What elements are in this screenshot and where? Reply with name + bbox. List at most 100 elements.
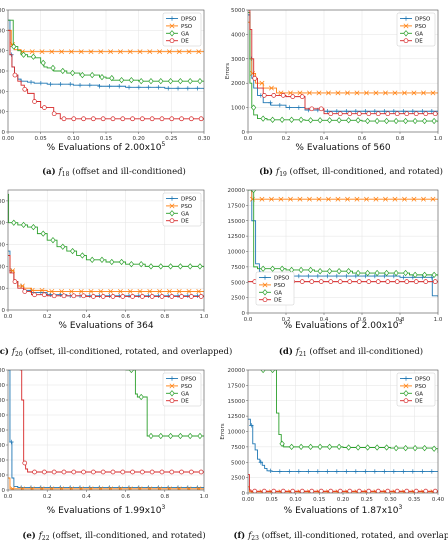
series-marker-dpso — [391, 109, 397, 114]
series-marker-pso — [108, 289, 114, 294]
series-marker-de — [299, 94, 305, 99]
legend-marker-pso — [403, 23, 409, 29]
series-marker-dpso — [420, 469, 425, 474]
x-tick-label: 0.15 — [100, 136, 113, 142]
series-marker-pso — [127, 486, 133, 490]
series-marker-ga — [197, 78, 203, 85]
y-tick-label: 0 — [242, 311, 246, 317]
series-marker-de — [432, 488, 438, 493]
series-marker-de — [261, 93, 267, 98]
series-marker-pso — [39, 49, 45, 55]
series-marker-ga — [109, 258, 115, 266]
series-marker-ga — [260, 115, 266, 122]
series-marker-pso — [127, 49, 133, 55]
series-marker-de — [385, 279, 391, 284]
series-marker-dpso — [363, 469, 368, 474]
series-marker-ga — [307, 117, 314, 124]
legend-label-dpso: DPSO — [274, 276, 290, 282]
series-marker-de — [61, 116, 67, 122]
series-marker-ga — [138, 261, 144, 268]
x-tick-label: 0.00 — [2, 136, 15, 142]
legend-marker-ga — [169, 210, 175, 217]
series-marker-ga — [345, 268, 352, 275]
series-marker-ga — [326, 268, 333, 275]
x-tick-label: 0.4 — [82, 494, 91, 500]
legend-marker-dpso — [403, 376, 409, 381]
x-tick-label: 0.8 — [160, 314, 169, 320]
series-marker-pso — [176, 289, 182, 294]
series-marker-pso — [364, 196, 369, 202]
series-marker-pso — [98, 289, 104, 294]
y-tick-label: 20000 — [228, 368, 246, 374]
series-line-dpso — [8, 370, 204, 489]
series-marker-de — [140, 469, 145, 475]
series-marker-de — [347, 279, 353, 284]
series-marker-dpso — [391, 273, 397, 279]
y-axis-label: Errors — [225, 63, 231, 79]
series-marker-dpso — [382, 109, 387, 114]
y-tick-label: 5000 — [231, 8, 245, 14]
legend-marker-pso — [403, 383, 409, 389]
legend-marker-de — [403, 38, 409, 44]
x-tick-label: 0.05 — [35, 136, 48, 142]
y-tick-label: 3000 — [231, 57, 245, 63]
x-tick-label: 0.2 — [43, 494, 52, 500]
y-tick-label: 5000 — [231, 280, 245, 286]
series-marker-dpso — [382, 469, 387, 474]
series-marker-de — [252, 488, 258, 493]
series-marker-ga — [421, 444, 428, 452]
series-marker-dpso — [136, 85, 142, 90]
series-marker-ga — [355, 269, 361, 277]
series-marker-de — [318, 279, 324, 284]
series-marker-ga — [374, 269, 380, 277]
series-marker-ga — [250, 190, 257, 194]
series-marker-dpso — [363, 109, 368, 114]
series-marker-ga — [336, 117, 342, 124]
x-axis-label: % Evaluations of 2.00x103 — [284, 319, 403, 331]
series-marker-de — [404, 279, 410, 284]
series-marker-de — [51, 469, 57, 475]
x-tick-label: 0.2 — [282, 136, 291, 142]
series-marker-de — [159, 469, 165, 475]
series-marker-dpso — [315, 469, 321, 474]
series-marker-pso — [137, 486, 143, 490]
series-marker-ga — [402, 269, 409, 277]
series-marker-pso — [117, 289, 123, 294]
series-marker-pso — [383, 90, 388, 96]
y-tick-label: 12500 — [228, 234, 246, 240]
series-marker-ga — [99, 256, 105, 263]
y-tick-label: 6000 — [0, 8, 5, 14]
series-marker-dpso — [401, 109, 406, 114]
series-marker-pso — [49, 289, 55, 294]
series-marker-pso — [307, 90, 312, 96]
series-marker-ga — [355, 444, 361, 451]
series-marker-dpso — [249, 190, 254, 193]
series-marker-dpso — [287, 469, 292, 474]
series-marker-de — [22, 460, 28, 466]
series-marker-ga — [364, 269, 371, 277]
series-marker-pso — [326, 196, 331, 202]
series-marker-de — [51, 293, 57, 299]
series-marker-dpso — [325, 469, 330, 474]
series-marker-dpso — [334, 469, 340, 474]
series-marker-dpso — [296, 469, 302, 474]
series-marker-de — [32, 292, 37, 298]
series-marker-ga — [307, 266, 314, 274]
series-marker-pso — [259, 196, 265, 202]
y-tick-label: 1000 — [0, 286, 5, 292]
series-marker-ga — [317, 443, 323, 451]
series-marker-de — [394, 279, 400, 284]
x-tick-label: 0.35 — [408, 497, 421, 503]
series-marker-de — [375, 488, 381, 493]
series-marker-pso — [269, 196, 274, 202]
x-tick-label: 1.0 — [434, 136, 443, 142]
legend-label-de: DE — [181, 39, 189, 45]
series-marker-de — [375, 279, 381, 284]
series-marker-dpso — [353, 469, 359, 474]
series-marker-ga — [197, 263, 203, 270]
series-marker-ga — [69, 247, 76, 255]
y-tick-label: 5000 — [0, 199, 5, 205]
series-line-dpso — [248, 418, 438, 472]
series-marker-dpso — [277, 469, 283, 474]
series-line-ga — [248, 11, 438, 123]
